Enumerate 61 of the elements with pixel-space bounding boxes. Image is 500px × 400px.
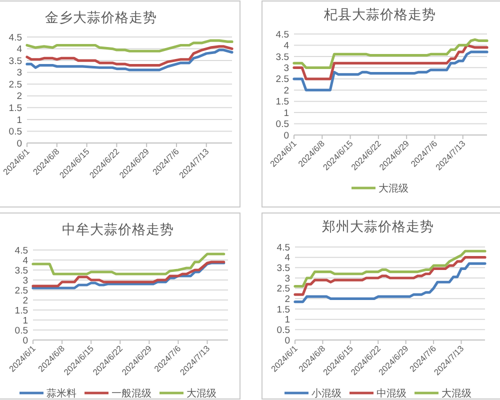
legend-label: 大混级 (378, 182, 408, 194)
y-tick-label: 1.5 (14, 305, 28, 316)
line-series (294, 250, 486, 288)
y-tick-label: 4.5 (276, 29, 289, 40)
chart-title: 金乡大蒜价格走势 (45, 10, 157, 25)
y-tick-label: 3 (284, 273, 290, 284)
line-series (294, 262, 486, 304)
y-tick-label: 2 (284, 85, 289, 96)
y-tick-label: 4.5 (8, 32, 22, 44)
legend-label: 中混级 (376, 388, 406, 400)
line-series (32, 252, 226, 276)
chart-title: 郑州大蒜价格走势 (322, 219, 434, 234)
legend-label: 一般混级 (112, 388, 152, 400)
y-tick-label: 2.5 (14, 285, 28, 296)
y-tick-label: 3.5 (14, 265, 28, 276)
y-tick-label: 1 (22, 315, 28, 326)
line-series (26, 45, 234, 67)
legend-label: 大混级 (186, 388, 216, 400)
y-tick-label: 4 (22, 255, 28, 266)
y-tick-label: 0 (16, 138, 22, 150)
y-tick-label: 0.5 (276, 324, 290, 336)
line-series (294, 256, 486, 296)
line-series (26, 39, 234, 52)
y-tick-label: 4 (284, 252, 290, 264)
y-tick-label: 2 (16, 91, 22, 102)
line-series (26, 48, 234, 72)
y-tick-label: 2 (22, 295, 28, 306)
y-tick-label: 4.5 (276, 242, 290, 254)
y-tick-label: 3 (16, 68, 22, 79)
y-tick-label: 0.5 (8, 126, 22, 138)
y-tick-label: 1.5 (8, 102, 22, 114)
y-tick-label: 3.5 (276, 262, 290, 274)
y-tick-label: 0 (22, 335, 28, 346)
y-tick-label: 0 (284, 335, 290, 346)
y-tick-label: 0.5 (14, 325, 28, 336)
y-tick-label: 3.5 (8, 56, 22, 67)
y-tick-label: 3 (284, 62, 289, 74)
y-tick-label: 2.5 (276, 74, 289, 86)
y-tick-label: 1 (16, 114, 22, 126)
y-tick-label: 2 (284, 294, 290, 305)
y-tick-label: 0 (284, 130, 289, 142)
y-tick-label: 4.5 (14, 245, 28, 256)
y-tick-label: 3 (22, 275, 28, 286)
y-tick-label: 2.5 (8, 79, 22, 90)
y-tick-label: 1.5 (276, 304, 290, 316)
legend-label: 大混级 (442, 388, 472, 400)
line-series (292, 38, 488, 69)
y-tick-label: 4 (16, 44, 22, 56)
y-tick-label: 1 (284, 108, 289, 119)
legend-label: 小混级 (312, 388, 342, 400)
chart-title: 杞县大蒜价格走势 (323, 7, 436, 22)
line-series (292, 50, 488, 92)
y-tick-label: 1.5 (276, 96, 289, 108)
line-series (292, 44, 488, 80)
y-tick-label: 4 (284, 40, 289, 52)
chart-title: 中牟大蒜价格走势 (62, 222, 174, 237)
y-tick-label: 0.5 (276, 119, 289, 130)
y-tick-label: 3.5 (276, 52, 289, 63)
y-tick-label: 1 (284, 314, 290, 326)
legend-label: 蒜米料 (46, 388, 76, 400)
y-tick-label: 2.5 (276, 284, 290, 295)
